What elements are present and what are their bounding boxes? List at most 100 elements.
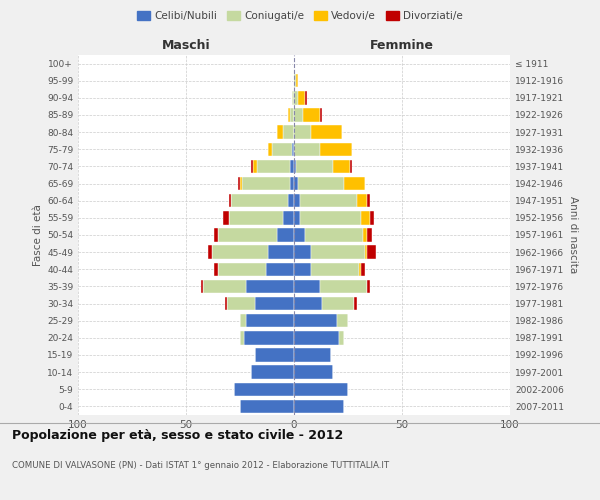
Bar <box>294 108 302 122</box>
Bar <box>311 262 359 276</box>
Bar <box>227 297 255 310</box>
Bar <box>233 382 294 396</box>
Bar <box>214 228 218 241</box>
Bar <box>218 228 277 241</box>
Bar <box>255 297 294 310</box>
Bar <box>218 262 266 276</box>
Bar <box>229 194 232 207</box>
Bar <box>294 74 296 88</box>
Bar <box>238 177 240 190</box>
Bar <box>320 280 367 293</box>
Text: Maschi: Maschi <box>161 38 211 52</box>
Bar <box>232 194 287 207</box>
Bar <box>203 280 247 293</box>
Bar <box>294 91 298 104</box>
Bar <box>365 246 367 259</box>
Bar <box>242 177 290 190</box>
Bar <box>287 194 294 207</box>
Bar <box>311 126 341 139</box>
Bar <box>301 211 361 224</box>
Bar <box>244 331 294 344</box>
Bar <box>340 331 344 344</box>
Bar <box>344 177 365 190</box>
Bar <box>277 126 283 139</box>
Bar <box>294 400 344 413</box>
Bar <box>294 262 311 276</box>
Bar <box>302 108 320 122</box>
Bar <box>251 366 294 379</box>
Bar <box>294 194 301 207</box>
Bar <box>363 228 367 241</box>
Bar <box>298 177 344 190</box>
Bar <box>337 314 348 328</box>
Bar <box>361 262 365 276</box>
Bar <box>287 108 290 122</box>
Bar <box>201 280 203 293</box>
Bar <box>367 246 376 259</box>
Bar <box>268 142 272 156</box>
Bar <box>240 331 244 344</box>
Bar <box>294 297 322 310</box>
Bar <box>212 246 268 259</box>
Bar <box>229 211 283 224</box>
Bar <box>292 142 294 156</box>
Bar <box>214 262 218 276</box>
Bar <box>257 160 290 173</box>
Y-axis label: Anni di nascita: Anni di nascita <box>568 196 578 274</box>
Bar <box>294 382 348 396</box>
Bar <box>322 297 355 310</box>
Bar <box>292 91 294 104</box>
Bar <box>305 91 307 104</box>
Bar <box>294 228 305 241</box>
Bar <box>253 160 257 173</box>
Bar <box>296 74 298 88</box>
Bar <box>370 211 374 224</box>
Bar <box>294 126 311 139</box>
Bar <box>367 280 370 293</box>
Bar <box>294 366 333 379</box>
Bar <box>294 246 311 259</box>
Bar <box>277 228 294 241</box>
Text: COMUNE DI VALVASONE (PN) - Dati ISTAT 1° gennaio 2012 - Elaborazione TUTTITALIA.: COMUNE DI VALVASONE (PN) - Dati ISTAT 1°… <box>12 461 389 470</box>
Bar <box>294 314 337 328</box>
Bar <box>311 246 365 259</box>
Legend: Celibi/Nubili, Coniugati/e, Vedovi/e, Divorziati/e: Celibi/Nubili, Coniugati/e, Vedovi/e, Di… <box>134 8 466 24</box>
Bar <box>294 142 320 156</box>
Bar <box>240 314 247 328</box>
Bar <box>294 280 320 293</box>
Bar <box>294 211 301 224</box>
Bar <box>266 262 294 276</box>
Bar <box>296 160 333 173</box>
Bar <box>294 331 340 344</box>
Bar <box>305 228 363 241</box>
Bar <box>301 194 356 207</box>
Bar <box>359 262 361 276</box>
Bar <box>320 108 322 122</box>
Y-axis label: Fasce di età: Fasce di età <box>33 204 43 266</box>
Bar <box>290 177 294 190</box>
Bar <box>240 177 242 190</box>
Bar <box>355 297 356 310</box>
Bar <box>350 160 352 173</box>
Bar <box>294 348 331 362</box>
Bar <box>320 142 352 156</box>
Bar <box>240 400 294 413</box>
Bar <box>361 211 370 224</box>
Bar <box>294 160 296 173</box>
Bar <box>283 126 294 139</box>
Bar <box>247 280 294 293</box>
Bar <box>367 228 372 241</box>
Bar <box>298 91 305 104</box>
Bar <box>247 314 294 328</box>
Bar <box>290 160 294 173</box>
Bar <box>294 177 298 190</box>
Text: Popolazione per età, sesso e stato civile - 2012: Popolazione per età, sesso e stato civil… <box>12 430 343 442</box>
Bar <box>208 246 212 259</box>
Bar <box>255 348 294 362</box>
Bar <box>225 297 227 310</box>
Bar <box>367 194 370 207</box>
Bar <box>268 246 294 259</box>
Bar <box>272 142 292 156</box>
Bar <box>223 211 229 224</box>
Bar <box>356 194 367 207</box>
